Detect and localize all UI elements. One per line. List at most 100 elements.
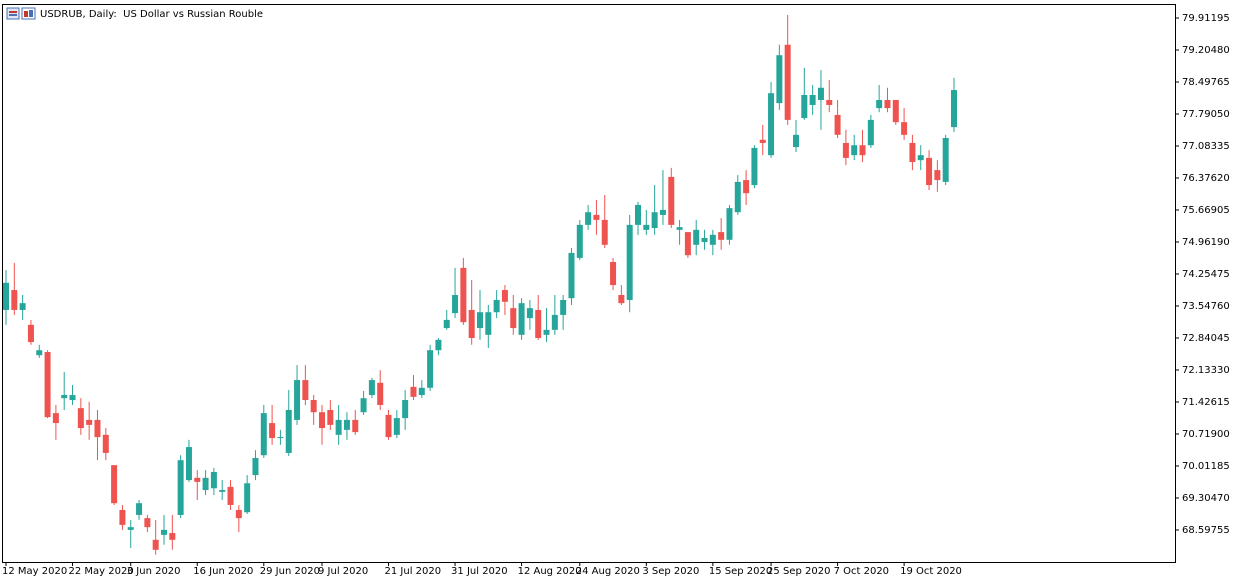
icon <box>9 14 17 16</box>
candle-body <box>726 208 733 240</box>
y-tick-label: 71.42615 <box>1182 397 1230 408</box>
candle-body <box>576 224 583 258</box>
y-tick-label: 79.20480 <box>1182 45 1230 56</box>
x-tick-label: 29 Jun 2020 <box>260 566 320 577</box>
icon <box>29 10 33 17</box>
x-tick-label: 22 May 2020 <box>69 566 134 577</box>
x-tick-label: 16 Jun 2020 <box>193 566 253 577</box>
y-tick-label: 73.54760 <box>1182 301 1230 312</box>
candle-body <box>793 134 799 148</box>
candle-body <box>601 219 608 245</box>
y-tick-label: 72.84045 <box>1182 333 1230 344</box>
candle-body <box>676 227 683 230</box>
y-tick-label: 77.08335 <box>1182 141 1230 152</box>
y-tick-label: 74.25475 <box>1182 269 1230 280</box>
candle-body <box>684 232 691 256</box>
x-tick-label: 3 Jun 2020 <box>127 566 181 577</box>
candle-body <box>27 324 34 343</box>
candle-body <box>443 319 450 329</box>
candle-body <box>219 490 226 492</box>
y-tick-label: 77.79050 <box>1182 109 1230 120</box>
candle-body <box>867 119 874 146</box>
candle-body <box>884 99 891 109</box>
candle-body <box>718 232 725 240</box>
candle-body <box>185 447 192 481</box>
candle-body <box>136 503 143 515</box>
x-tick-label: 7 Oct 2020 <box>834 566 889 577</box>
candle-body <box>701 237 708 243</box>
candle-body <box>784 44 791 120</box>
candle-body <box>69 395 76 400</box>
candle-body <box>86 419 93 425</box>
candle-body <box>510 308 517 329</box>
candle-body <box>119 509 126 525</box>
candle-body <box>560 299 567 315</box>
candle-body <box>826 99 833 105</box>
x-tick-label: 31 Jul 2020 <box>451 566 508 577</box>
y-tick-label: 78.49765 <box>1182 77 1230 88</box>
candle-body <box>776 55 783 104</box>
y-tick-label: 74.96190 <box>1182 237 1230 248</box>
candle-body <box>244 483 251 513</box>
x-tick-label: 25 Sep 2020 <box>767 566 830 577</box>
candle-body <box>917 155 924 161</box>
candle-body <box>19 303 26 310</box>
candle-body <box>526 308 533 319</box>
candle-body <box>418 387 425 396</box>
candle-body <box>161 529 167 535</box>
candle-body <box>643 224 650 230</box>
candle-body <box>360 398 367 413</box>
candle-body <box>618 295 625 304</box>
candle-body <box>427 350 434 388</box>
candle-body <box>751 147 758 186</box>
candle-body <box>610 261 617 286</box>
candle-body <box>901 122 908 135</box>
x-tick-label: 19 Oct 2020 <box>900 566 962 577</box>
candle-body <box>102 434 109 453</box>
candle-body <box>801 95 808 119</box>
candle-body <box>285 409 292 453</box>
y-tick-label: 75.66905 <box>1182 205 1230 216</box>
candle-body <box>393 418 400 435</box>
y-tick-label: 79.91195 <box>1182 13 1230 24</box>
candle-body <box>452 295 459 314</box>
candle-body <box>310 399 317 413</box>
icon <box>21 7 36 20</box>
candle-body <box>593 214 600 220</box>
candle-body <box>951 90 957 128</box>
candle-body <box>294 380 301 420</box>
candle-body <box>859 145 866 156</box>
candle-body <box>759 139 766 143</box>
candle-body <box>834 114 841 135</box>
candle-body <box>94 419 101 438</box>
candle-body <box>61 395 68 399</box>
candle-body <box>210 471 217 489</box>
candle-body <box>876 99 883 109</box>
icon <box>24 11 28 17</box>
candle-body <box>693 229 700 245</box>
candle-body <box>743 180 750 194</box>
icon <box>9 11 17 13</box>
candle-body <box>651 212 658 229</box>
candle-body <box>501 290 508 302</box>
candle-body <box>152 539 159 550</box>
x-tick-label: 21 Jul 2020 <box>385 566 442 577</box>
candle-body <box>385 414 392 438</box>
candle-body <box>518 303 525 335</box>
y-tick-label: 76.37620 <box>1182 173 1230 184</box>
x-tick-label: 3 Sep 2020 <box>642 566 699 577</box>
candle-body <box>335 419 342 435</box>
candle-body <box>568 252 575 299</box>
y-tick-label: 72.13330 <box>1182 365 1230 376</box>
candle-body <box>493 299 500 313</box>
candle-body <box>343 419 350 430</box>
candle-body <box>52 413 59 424</box>
candle-body <box>892 99 899 123</box>
candle-body <box>842 142 849 158</box>
candle-body <box>926 157 933 186</box>
candle-body <box>659 209 666 215</box>
y-tick-label: 69.30470 <box>1182 493 1230 504</box>
y-tick-label: 70.71900 <box>1182 429 1230 440</box>
candle-body <box>468 309 475 339</box>
